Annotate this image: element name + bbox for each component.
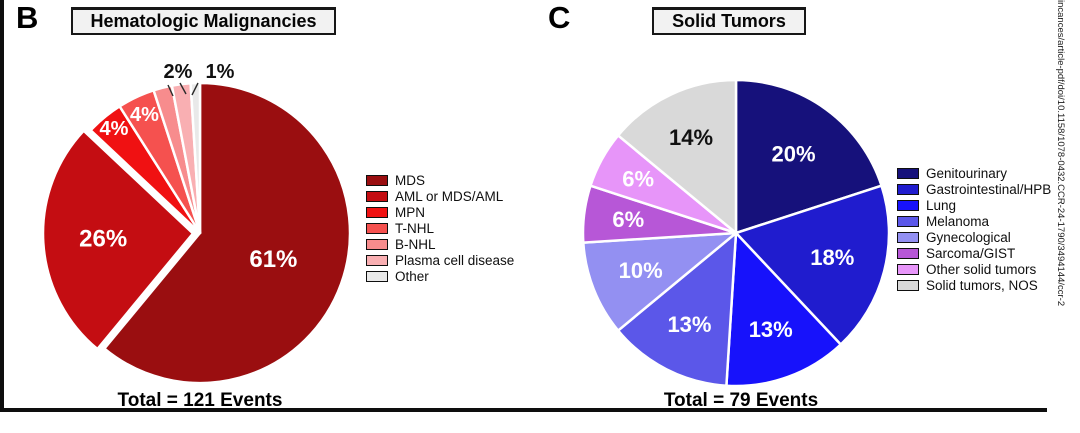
- slice-label-mds: 61%: [249, 246, 297, 273]
- pie-slice-melanoma: [616, 231, 738, 387]
- legend-swatch-other-solid-tumors: [897, 263, 919, 275]
- callout-label-b-nhl: 2%: [164, 61, 193, 83]
- legend-swatch-solid-tumors-nos: [897, 279, 919, 291]
- legend-label-plasma-cell-disease: Plasma cell disease: [395, 252, 515, 268]
- legend-swatch-genitourinary: [897, 167, 919, 179]
- panel-c-title-box: Solid Tumors: [652, 8, 806, 35]
- legend-swatch-other: [366, 270, 388, 282]
- legend-swatch-b-nhl: [366, 238, 388, 250]
- legend-swatch-t-nhl: [366, 222, 388, 234]
- slice-label-genitourinary: 20%: [772, 141, 816, 166]
- panel-c-title: Solid Tumors: [672, 11, 786, 31]
- legend-label-aml-or-mds-aml: AML or MDS/AML: [395, 188, 504, 204]
- legend-swatch-lung: [897, 199, 919, 211]
- legend-swatch-sarcoma-gist: [897, 247, 919, 259]
- pie-chart-hematologic-malignancies: 61%26%4%4%2% 1%: [41, 61, 352, 385]
- slice-label-t-nhl: 4%: [130, 104, 159, 126]
- pie-slice-other: [189, 81, 202, 235]
- callout-line-b-nhl: [167, 84, 174, 97]
- panel-b-title: Hematologic Malignancies: [90, 11, 317, 31]
- legend-item-solid-tumors-nos: Solid tumors, NOS: [897, 277, 1051, 293]
- legend-item-t-nhl: T-NHL: [366, 220, 514, 236]
- legend-item-genitourinary: Genitourinary: [897, 165, 1051, 181]
- legend-item-aml-or-mds-aml: AML or MDS/AML: [366, 188, 514, 204]
- slice-label-mpn: 4%: [99, 118, 128, 140]
- legend-label-gastrointestinal-hpb: Gastrointestinal/HPB: [926, 181, 1052, 197]
- pie-slice-genitourinary: [734, 78, 883, 235]
- legend-item-gastrointestinal-hpb: Gastrointestinal/HPB: [897, 181, 1051, 197]
- legend-label-other-solid-tumors: Other solid tumors: [926, 261, 1037, 277]
- legend-item-mds: MDS: [366, 172, 514, 188]
- legend-item-sarcoma-gist: Sarcoma/GIST: [897, 245, 1051, 261]
- pie-slice-gastrointestinal-hpb: [734, 184, 891, 346]
- pie-slice-mds: [103, 81, 352, 385]
- slice-label-gastrointestinal-hpb: 18%: [810, 245, 854, 270]
- callout-label-other: 1%: [206, 61, 235, 83]
- panel-b-title-box: Hematologic Malignancies: [71, 8, 336, 35]
- legend-label-gynecological: Gynecological: [926, 229, 1011, 245]
- legend-item-other: Other: [366, 268, 514, 284]
- slice-label-melanoma: 13%: [667, 312, 711, 337]
- legend-swatch-melanoma: [897, 215, 919, 227]
- legend-label-genitourinary: Genitourinary: [926, 165, 1008, 181]
- legend-swatch-plasma-cell-disease: [366, 254, 388, 266]
- legend-item-gynecological: Gynecological: [897, 229, 1051, 245]
- legend-item-other-solid-tumors: Other solid tumors: [897, 261, 1051, 277]
- pie-slice-lung: [725, 231, 842, 388]
- legend-label-b-nhl: B-NHL: [395, 236, 436, 252]
- legend-label-t-nhl: T-NHL: [395, 220, 435, 236]
- legend-item-b-nhl: B-NHL: [366, 236, 514, 252]
- watermark-url-text: incances/article-pdf/doi/10.1158/1078-04…: [1055, 0, 1066, 307]
- panel-c-total: Total = 79 Events: [663, 390, 819, 411]
- legend-swatch-gynecological: [897, 231, 919, 243]
- left-border: [0, 0, 4, 411]
- pie-slice-aml-or-mds-aml: [41, 129, 195, 351]
- legend-item-plasma-cell-disease: Plasma cell disease: [366, 252, 514, 268]
- panel-b-total: Total = 121 Events: [117, 390, 283, 411]
- legend-swatch-mds: [366, 174, 388, 186]
- bottom-border: [0, 408, 1047, 412]
- panel-c-letter: C: [548, 0, 571, 35]
- legend-swatch-aml-or-mds-aml: [366, 190, 388, 202]
- legend-item-melanoma: Melanoma: [897, 213, 1051, 229]
- legend-swatch-mpn: [366, 206, 388, 218]
- legend-label-mds: MDS: [395, 172, 425, 188]
- legend-label-melanoma: Melanoma: [926, 213, 990, 229]
- slice-label-solid-tumors-nos: 14%: [669, 125, 713, 150]
- legend-label-sarcoma-gist: Sarcoma/GIST: [926, 245, 1016, 261]
- legend-label-mpn: MPN: [395, 204, 425, 220]
- legend-swatch-gastrointestinal-hpb: [897, 183, 919, 195]
- legend-label-other: Other: [395, 268, 429, 284]
- callout-line-other: [191, 82, 199, 96]
- panel-b-letter: B: [16, 0, 39, 35]
- legend-solid-tumors: Genitourinary Gastrointestinal/HPB Lung Mel…: [897, 165, 1051, 293]
- pie-slice-gynecological: [582, 231, 738, 332]
- slice-label-lung: 13%: [749, 317, 793, 342]
- slice-label-aml-or-mds-aml: 26%: [79, 226, 127, 253]
- callout-line-plasma-cell-disease: [179, 82, 187, 95]
- legend-label-solid-tumors-nos: Solid tumors, NOS: [926, 277, 1038, 293]
- slice-label-gynecological: 10%: [619, 258, 663, 283]
- legend-label-lung: Lung: [926, 197, 957, 213]
- pie-chart-solid-tumors: 20% 18% 13% 13% 10% 6% 6% 14%: [581, 78, 891, 388]
- legend-hematologic: MDS AML or MDS/AML MPN T-NHL B-NHL Plasma cel…: [366, 172, 514, 284]
- slice-label-sarcoma-gist: 6%: [612, 207, 644, 232]
- legend-item-lung: Lung: [897, 197, 1051, 213]
- legend-item-mpn: MPN: [366, 204, 514, 220]
- slice-label-other-solid-tumors: 6%: [622, 167, 654, 192]
- pie-slice-solid-tumors-nos: [616, 78, 738, 235]
